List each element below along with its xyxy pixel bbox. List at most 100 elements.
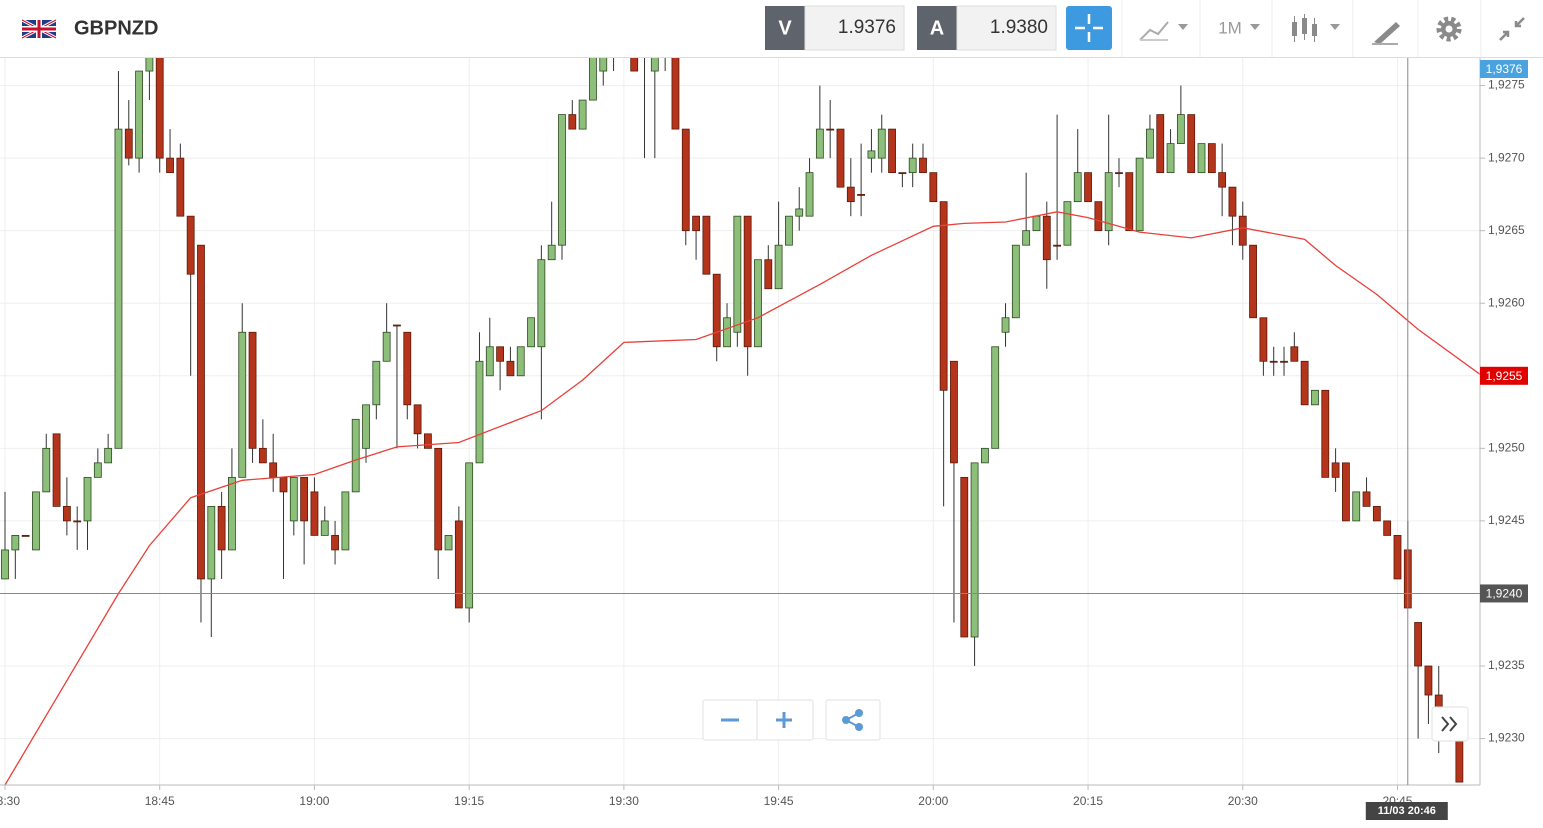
ask-label-box[interactable]	[917, 6, 957, 50]
candle-body	[692, 215, 700, 232]
bid-price[interactable]: 1.9376	[838, 17, 896, 38]
candle-body	[289, 476, 298, 522]
candle-body	[867, 150, 876, 159]
bid-label[interactable]: V	[778, 17, 792, 39]
candle-body	[805, 172, 814, 217]
candle-body	[434, 447, 443, 551]
candle-body	[1362, 491, 1371, 507]
candle-body	[712, 273, 721, 348]
candle-body	[403, 331, 412, 406]
candle-body	[238, 331, 247, 478]
candle-body	[1032, 215, 1041, 232]
candle-body	[506, 360, 515, 377]
chart-type-button[interactable]	[1139, 21, 1188, 41]
timeframe-button[interactable]: 1M	[1218, 18, 1260, 37]
candle-body	[176, 157, 185, 217]
candle-body	[1311, 389, 1319, 406]
candle-body	[197, 244, 205, 580]
candle-body	[681, 128, 690, 232]
y-tick-label: 1,9260	[1488, 295, 1525, 309]
candle-body	[1352, 491, 1361, 522]
bid-price-box[interactable]	[804, 5, 905, 51]
ask-price[interactable]: 1.9380	[990, 17, 1048, 38]
candle-body	[1, 549, 9, 580]
candle-body	[568, 114, 577, 130]
candle-body	[1331, 462, 1340, 478]
candle-body	[62, 505, 71, 522]
candle-body	[320, 520, 329, 536]
candle-body	[475, 360, 484, 464]
candle-body	[52, 433, 61, 507]
crosshair-button[interactable]	[1066, 6, 1112, 50]
candle-body	[93, 462, 102, 478]
candle-body	[547, 244, 556, 261]
symbol: GBPNZD	[74, 17, 158, 39]
x-tick-label: 19:15	[454, 794, 484, 808]
candle-body	[826, 128, 835, 131]
candle-body	[743, 215, 752, 348]
bid-label-box[interactable]	[765, 6, 805, 50]
candle-body	[980, 447, 989, 464]
candle-body	[166, 157, 174, 174]
candle-body	[32, 491, 40, 551]
candle-body	[1073, 172, 1082, 203]
candle-body	[1104, 172, 1113, 232]
candle-body	[1300, 360, 1309, 406]
plot-area	[1, 58, 1480, 785]
candle-style-button[interactable]	[1292, 14, 1340, 42]
overlay: 1,9240 11/03 20:46 1,9376 1,9255	[0, 58, 1528, 820]
share-button[interactable]	[825, 699, 881, 741]
ask-price-box[interactable]	[956, 5, 1057, 51]
candle-body	[939, 201, 948, 391]
candle-body	[929, 172, 938, 203]
candle-body	[774, 244, 783, 290]
candle-body	[754, 259, 762, 348]
zoom-in-button[interactable]	[756, 699, 814, 741]
candle-body	[1053, 244, 1061, 247]
candle-body	[331, 535, 339, 551]
candle-body	[1259, 317, 1268, 362]
drawing-tools-button[interactable]	[1372, 22, 1400, 45]
candle-body	[42, 447, 51, 493]
candle-body	[1094, 201, 1103, 232]
candle-body	[1269, 360, 1278, 363]
candle-body	[630, 58, 639, 72]
collapse-button[interactable]	[1499, 17, 1525, 41]
candle-body	[1176, 114, 1185, 145]
candle-body	[393, 324, 401, 327]
candle-body	[454, 520, 463, 609]
candle-body	[21, 535, 30, 537]
candle-body	[248, 331, 257, 449]
scroll-to-end-button[interactable]	[1431, 706, 1469, 742]
candle-body	[537, 259, 546, 348]
candle-body	[83, 476, 92, 522]
candle-body	[764, 259, 773, 290]
candle-body	[279, 476, 288, 493]
candle-body	[1372, 505, 1381, 522]
zoom-out-button[interactable]	[702, 699, 758, 741]
candle-body	[310, 491, 319, 536]
settings-button[interactable]	[1436, 16, 1462, 42]
candle-body	[1238, 215, 1247, 246]
crosshair-price-label: 1,9240	[1486, 587, 1523, 601]
candle-body	[485, 346, 494, 377]
candle-body	[650, 58, 659, 72]
timeframe[interactable]: 1M	[1218, 18, 1242, 37]
candle-body	[846, 186, 855, 203]
candle-body	[1135, 157, 1144, 232]
candle-body	[733, 215, 742, 333]
ask-label[interactable]: A	[930, 17, 944, 39]
bid-button[interactable]: V 1.9376	[765, 5, 905, 51]
candle-body	[228, 476, 236, 551]
candle-body	[1455, 738, 1464, 783]
candle-body	[1424, 665, 1433, 696]
price-label: 1,9255	[1486, 369, 1523, 383]
candle-body	[124, 128, 133, 159]
flag-icon	[21, 18, 57, 40]
candle-body	[702, 215, 711, 275]
candle-body	[1414, 622, 1423, 667]
candle-body	[578, 99, 587, 130]
ask-button[interactable]: A 1.9380	[917, 5, 1057, 51]
candle-body	[991, 346, 1000, 449]
candle-body	[1001, 317, 1010, 333]
